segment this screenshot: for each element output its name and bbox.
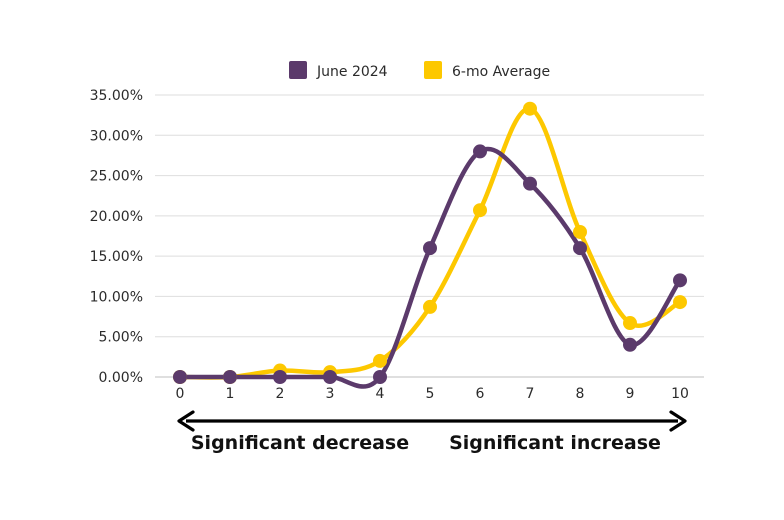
- data-point-june-2024: [573, 241, 587, 256]
- data-point-june-2024: [523, 176, 537, 191]
- y-axis: 0.00% 5.00% 10.00% 15.00% 20.00% 25.00% 30.00%…: [90, 88, 143, 386]
- right-arrowhead-icon: [669, 410, 687, 432]
- annotation-significant-decrease: Significant decrease: [191, 432, 409, 454]
- data-point-june-2024: [623, 337, 637, 352]
- legend-swatch-6-mo-average: [424, 61, 442, 79]
- y-tick-label: 5.00%: [99, 330, 143, 346]
- legend: June 2024 6-mo Average: [289, 61, 550, 80]
- data-point-june-2024: [473, 144, 487, 159]
- legend-label-6-mo-average: 6-mo Average: [452, 64, 550, 80]
- data-point-june-2024: [423, 241, 437, 256]
- y-tick-label: 10.00%: [90, 289, 143, 305]
- series-points: [173, 101, 687, 384]
- data-point-6-mo-average: [573, 224, 587, 239]
- data-point-6-mo-average: [623, 316, 637, 331]
- grid-lines: [155, 94, 704, 378]
- x-tick-label: 0: [176, 386, 185, 402]
- legend-label-june-2024: June 2024: [316, 64, 388, 80]
- data-point-june-2024: [373, 370, 387, 384]
- x-tick-label: 1: [226, 386, 235, 402]
- data-point-6-mo-average: [373, 353, 387, 368]
- left-arrowhead-icon: [177, 410, 195, 432]
- x-tick-label: 5: [426, 386, 435, 402]
- x-tick-label: 7: [526, 386, 535, 402]
- data-point-6-mo-average: [673, 295, 687, 310]
- x-tick-label: 4: [376, 386, 385, 402]
- data-point-june-2024: [223, 370, 237, 384]
- data-point-june-2024: [273, 370, 287, 384]
- y-tick-label: 0.00%: [99, 370, 143, 386]
- y-tick-label: 30.00%: [90, 128, 143, 144]
- data-point-6-mo-average: [423, 299, 437, 314]
- y-tick-label: 25.00%: [90, 169, 143, 185]
- x-tick-label: 10: [671, 386, 689, 402]
- x-tick-label: 8: [576, 386, 585, 402]
- series-line-june-2024: [177, 146, 683, 389]
- y-tick-label: 20.00%: [90, 209, 143, 225]
- x-tick-label: 6: [476, 386, 485, 402]
- y-tick-label: 35.00%: [90, 88, 143, 104]
- data-point-6-mo-average: [473, 203, 487, 218]
- data-point-6-mo-average: [523, 101, 537, 116]
- x-tick-label: 9: [626, 386, 635, 402]
- data-point-june-2024: [673, 273, 687, 288]
- x-axis: 0 1 2 3 4 5 6 7 8 9 10: [176, 386, 689, 402]
- y-tick-label: 15.00%: [90, 249, 143, 265]
- data-point-june-2024: [173, 370, 187, 384]
- direction-arrow: [177, 410, 687, 432]
- annotation-significant-increase: Significant increase: [449, 432, 661, 454]
- legend-swatch-june-2024: [289, 61, 307, 79]
- data-point-june-2024: [323, 370, 337, 384]
- x-tick-label: 2: [276, 386, 285, 402]
- x-tick-label: 3: [326, 386, 335, 402]
